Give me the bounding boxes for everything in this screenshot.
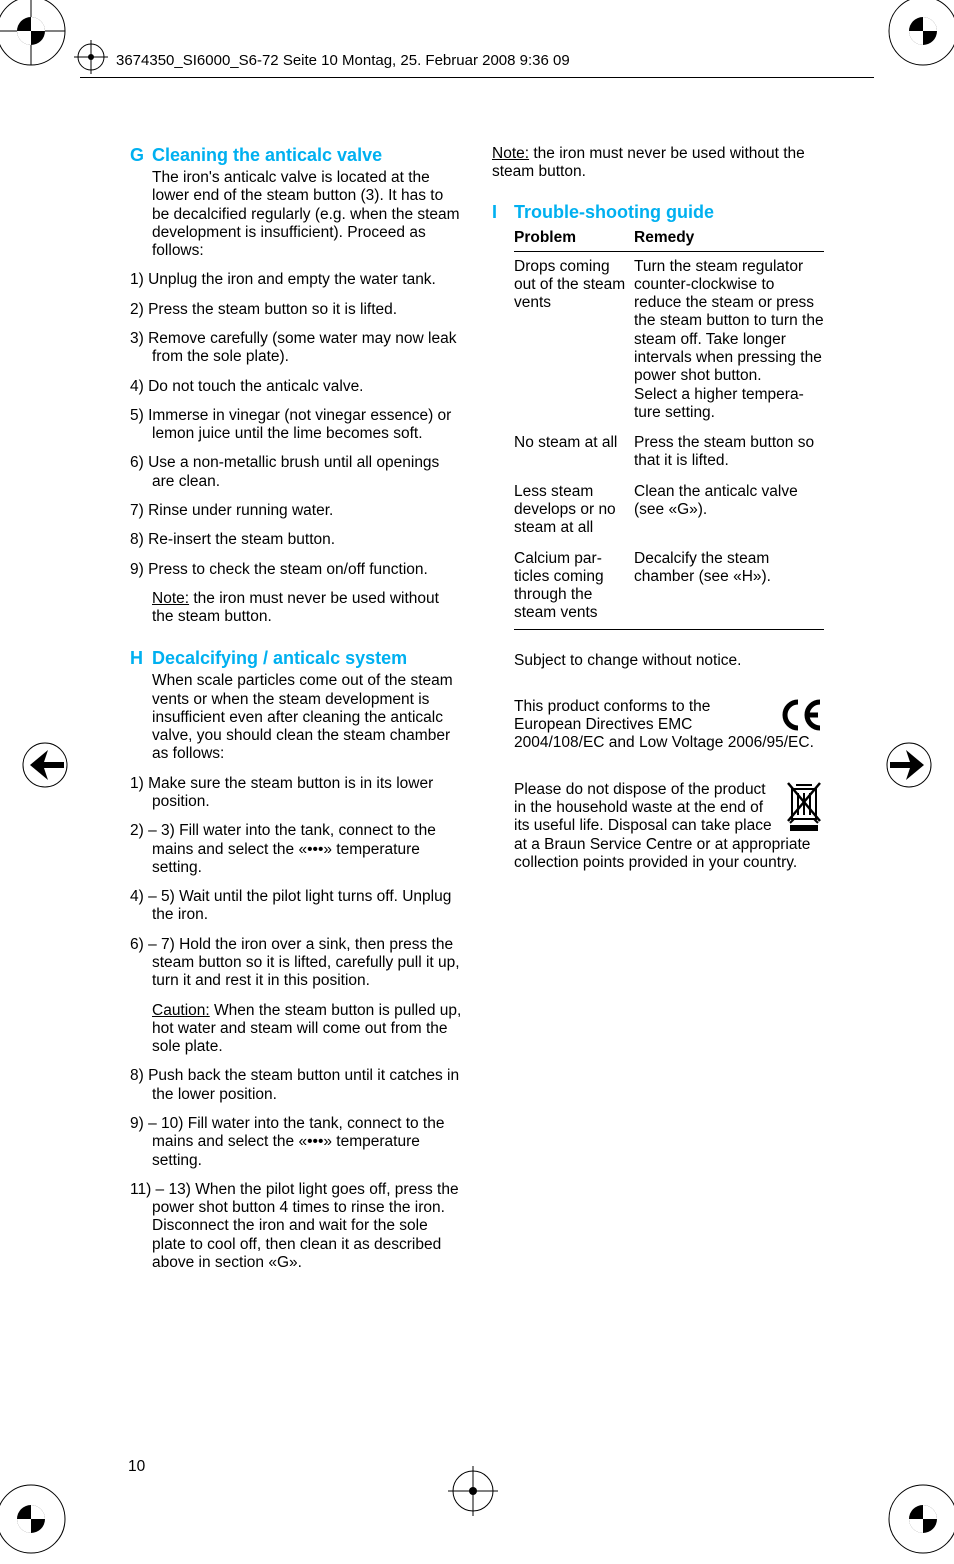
reg-mark-bl <box>0 1474 76 1564</box>
list-item: 11) – 13) When the pilot light goes off,… <box>130 1181 462 1272</box>
cell-remedy: Press the steam button so that it is lif… <box>634 434 824 471</box>
dispose-text: Please do not dispose of the product in … <box>514 781 810 871</box>
list-item: 6) – 7) Hold the iron over a sink, then … <box>130 936 462 991</box>
list-item: 1) Make sure the steam button is in its … <box>130 775 462 812</box>
table-head: Problem Remedy <box>514 229 824 252</box>
table-divider <box>514 629 824 630</box>
subject-text: Subject to change without notice. <box>492 652 824 670</box>
section-i-head: ITrouble-shooting guide <box>492 202 824 223</box>
list-item: 8) Re-insert the steam button. <box>130 531 462 549</box>
section-h-letter: H <box>130 648 152 669</box>
header-text: 3674350_SI6000_S6-72 Seite 10 Montag, 25… <box>116 52 570 69</box>
reg-mark-tl <box>0 0 76 76</box>
list-item: 6) Use a non-metallic brush until all op… <box>130 454 462 491</box>
note-label: Note: <box>152 590 189 607</box>
table-row: Less steam develops or no steam at all C… <box>514 477 824 544</box>
note-text: the iron must never be used without the … <box>492 145 805 180</box>
top-note: Note: the iron must never be used withou… <box>492 145 824 182</box>
caution-label: Caution: <box>152 1002 210 1019</box>
section-h-intro: When scale particles come out of the ste… <box>130 672 462 763</box>
cell-problem: Calcium par-ticles coming through the st… <box>514 550 634 623</box>
list-item: 7) Rinse under running water. <box>130 502 462 520</box>
list-item: 9) Press to check the steam on/off funct… <box>130 561 462 579</box>
section-h-title: Decalcifying / anticalc system <box>152 648 407 668</box>
section-g-title: Cleaning the anticalc valve <box>152 145 382 165</box>
col-remedy: Remedy <box>634 229 824 247</box>
content: GCleaning the anticalc valve The iron's … <box>130 145 824 1272</box>
ce-block: This product conforms to the European Di… <box>492 698 824 753</box>
dispose-block: Please do not dispose of the product in … <box>492 781 824 872</box>
list-item: 9) – 10) Fill water into the tank, conne… <box>130 1115 462 1170</box>
list-item: 8) Push back the steam button until it c… <box>130 1067 462 1104</box>
bin-cross-icon <box>784 781 824 833</box>
section-i-title: Trouble-shooting guide <box>514 202 714 222</box>
table-row: No steam at all Press the steam button s… <box>514 428 824 477</box>
right-column: Note: the iron must never be used withou… <box>492 145 824 1272</box>
section-h-head: HDecalcifying / anticalc system <box>130 648 462 669</box>
list-item: 2) – 3) Fill water into the tank, connec… <box>130 822 462 877</box>
ce-mark-icon <box>780 698 824 732</box>
ce-text: This product conforms to the European Di… <box>514 698 814 752</box>
table-row: Drops coming out of the steam vents Turn… <box>514 252 824 429</box>
reg-mark-tr <box>878 0 954 76</box>
note-label: Note: <box>492 145 529 162</box>
cell-problem: No steam at all <box>514 434 634 471</box>
page-number: 10 <box>128 1458 145 1476</box>
section-g-intro: The iron's anticalc valve is located at … <box>130 169 462 260</box>
page: 3674350_SI6000_S6-72 Seite 10 Montag, 25… <box>0 0 954 1550</box>
section-h-caution: Caution: When the steam button is pulled… <box>130 1002 462 1057</box>
cell-remedy: Decalcify the steam chamber (see «H»). <box>634 550 824 623</box>
list-item: 1) Unplug the iron and empty the water t… <box>130 271 462 289</box>
list-item: 4) Do not touch the anticalc valve. <box>130 378 462 396</box>
section-i-letter: I <box>492 202 514 223</box>
cell-remedy: Clean the anticalc valve (see «G»). <box>634 483 824 538</box>
section-g-letter: G <box>130 145 152 166</box>
trouble-table: Problem Remedy Drops coming out of the s… <box>492 229 824 630</box>
cell-remedy: Turn the steam regulator counter-clockwi… <box>634 258 824 423</box>
section-g-head: GCleaning the anticalc valve <box>130 145 462 166</box>
target-bottom-icon <box>448 1466 498 1516</box>
list-item: 4) – 5) Wait until the pilot light turns… <box>130 888 462 925</box>
cell-problem: Drops coming out of the steam vents <box>514 258 634 423</box>
header-bar: 3674350_SI6000_S6-72 Seite 10 Montag, 25… <box>80 44 874 78</box>
list-item: 2) Press the steam button so it is lifte… <box>130 301 462 319</box>
arrow-left-icon <box>20 740 70 790</box>
section-g-note: Note: the iron must never be used withou… <box>130 590 462 627</box>
list-item: 5) Immerse in vinegar (not vinegar essen… <box>130 407 462 444</box>
arrow-right-icon <box>884 740 934 790</box>
note-text: the iron must never be used without the … <box>152 590 439 625</box>
reg-mark-br <box>878 1474 954 1564</box>
cell-problem: Less steam develops or no steam at all <box>514 483 634 538</box>
table-row: Calcium par-ticles coming through the st… <box>514 544 824 629</box>
list-item: 3) Remove carefully (some water may now … <box>130 330 462 367</box>
left-column: GCleaning the anticalc valve The iron's … <box>130 145 462 1272</box>
col-problem: Problem <box>514 229 634 247</box>
